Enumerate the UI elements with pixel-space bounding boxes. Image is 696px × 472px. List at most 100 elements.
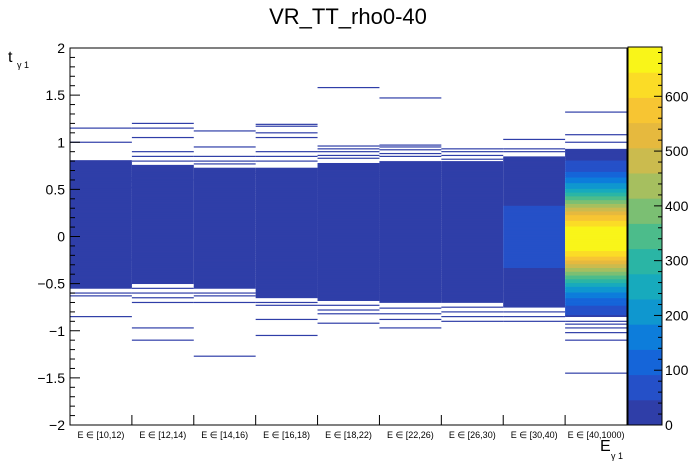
heatmap-cell (565, 246, 627, 250)
heatmap-cell (255, 226, 318, 229)
heatmap-cell (317, 238, 380, 241)
heatmap-cell (193, 256, 256, 259)
colorbar-swatch (628, 72, 662, 98)
heatmap-cell (131, 181, 194, 185)
heatmap-cell (503, 184, 566, 187)
heatmap-cell (70, 229, 132, 233)
heatmap-cell (503, 229, 566, 233)
heatmap-cell (379, 234, 442, 237)
heatmap-cell (379, 240, 442, 243)
heatmap-outlier-bin (317, 86, 380, 89)
heatmap-cell (193, 239, 256, 242)
heatmap-outlier-bin (70, 177, 132, 179)
heatmap-cell (193, 199, 256, 203)
heatmap-cell (503, 224, 566, 227)
heatmap-cell (379, 183, 442, 187)
heatmap-cell (503, 252, 566, 255)
heatmap-outlier-bin (131, 160, 194, 162)
heatmap-outlier-bin (565, 134, 627, 136)
heatmap-cell (70, 173, 132, 176)
heatmap-cell (441, 283, 504, 286)
heatmap-cell (565, 179, 627, 182)
heatmap-cell (317, 174, 380, 177)
heatmap-cell (565, 263, 627, 267)
heatmap-cell (255, 194, 318, 197)
heatmap-cell (193, 192, 256, 195)
heatmap-cell (503, 216, 566, 219)
heatmap-cell (317, 259, 380, 262)
heatmap-cell (131, 170, 194, 173)
heatmap-cell (441, 251, 504, 254)
heatmap-cell (565, 260, 627, 263)
heatmap-cell (441, 277, 504, 281)
heatmap-cell (565, 148, 627, 152)
heatmap-cell (565, 156, 627, 159)
heatmap-cell (255, 244, 318, 248)
heatmap-cell (131, 189, 194, 192)
heatmap-cell (441, 183, 504, 187)
heatmap-cell (379, 181, 442, 185)
heatmap-cell (441, 174, 504, 177)
heatmap-cell (131, 227, 194, 230)
heatmap-cell (255, 231, 318, 235)
heatmap-outlier-bin (317, 154, 380, 157)
heatmap-cell (441, 298, 504, 301)
heatmap-cell (255, 205, 318, 208)
heatmap-cell (565, 182, 627, 186)
heatmap-outlier-bin (379, 146, 442, 148)
heatmap-cell (317, 206, 380, 209)
heatmap-cell (193, 233, 256, 236)
heatmap-cell (565, 305, 627, 308)
heatmap-cell (565, 239, 627, 242)
heatmap-outlier-bin (255, 123, 318, 125)
heatmap-cell (565, 286, 627, 289)
heatmap-cell (70, 165, 132, 169)
y-axis: −2 −1.5 −1 −0.5 0 0.5 1 1.5 2 (37, 40, 80, 433)
heatmap-cell (503, 299, 566, 302)
heatmap-cell (379, 296, 442, 300)
heatmap-cell (379, 206, 442, 209)
heatmap-cell (379, 262, 442, 266)
heatmap-cells (70, 86, 627, 374)
heatmap-cell (441, 221, 504, 224)
heatmap-cell (255, 224, 318, 227)
heatmap-cell (503, 295, 566, 299)
heatmap-cell (193, 269, 256, 272)
heatmap-cell (131, 264, 194, 268)
heatmap-cell (70, 162, 132, 165)
heatmap-cell (193, 188, 256, 191)
heatmap-cell (503, 182, 566, 186)
heatmap-cell (503, 214, 566, 218)
heatmap-cell (379, 193, 442, 196)
heatmap-cell (441, 238, 504, 241)
heatmap-cell (441, 285, 504, 288)
heatmap-cell (379, 208, 442, 211)
heatmap-cell (70, 216, 132, 219)
heatmap-cell (565, 307, 627, 310)
heatmap-outlier-bin (255, 318, 318, 321)
heatmap-cell (503, 284, 566, 287)
heatmap-cell (317, 279, 380, 283)
heatmap-cell (379, 196, 442, 200)
heatmap-cell (441, 196, 504, 200)
heatmap-outlier-bin (193, 301, 256, 304)
heatmap-cell (565, 314, 627, 318)
heatmap-cell (131, 276, 194, 279)
heatmap-outlier-bin (131, 122, 194, 124)
heatmap-cell (503, 197, 566, 201)
heatmap-cell (193, 222, 256, 225)
heatmap-cell (193, 243, 256, 246)
heatmap-cell (317, 285, 380, 288)
heatmap-cell (441, 291, 504, 294)
heatmap-cell (70, 188, 132, 191)
heatmap-cell (317, 242, 380, 245)
heatmap-cell (255, 214, 318, 218)
heatmap-cell (70, 260, 132, 263)
heatmap-cell (503, 190, 566, 193)
heatmap-cell (565, 280, 627, 284)
heatmap-cell (379, 195, 442, 198)
y-tick-label: 0.5 (46, 181, 66, 197)
heatmap-cell (255, 235, 318, 238)
heatmap-cell (70, 252, 132, 255)
heatmap-cell (565, 195, 627, 199)
